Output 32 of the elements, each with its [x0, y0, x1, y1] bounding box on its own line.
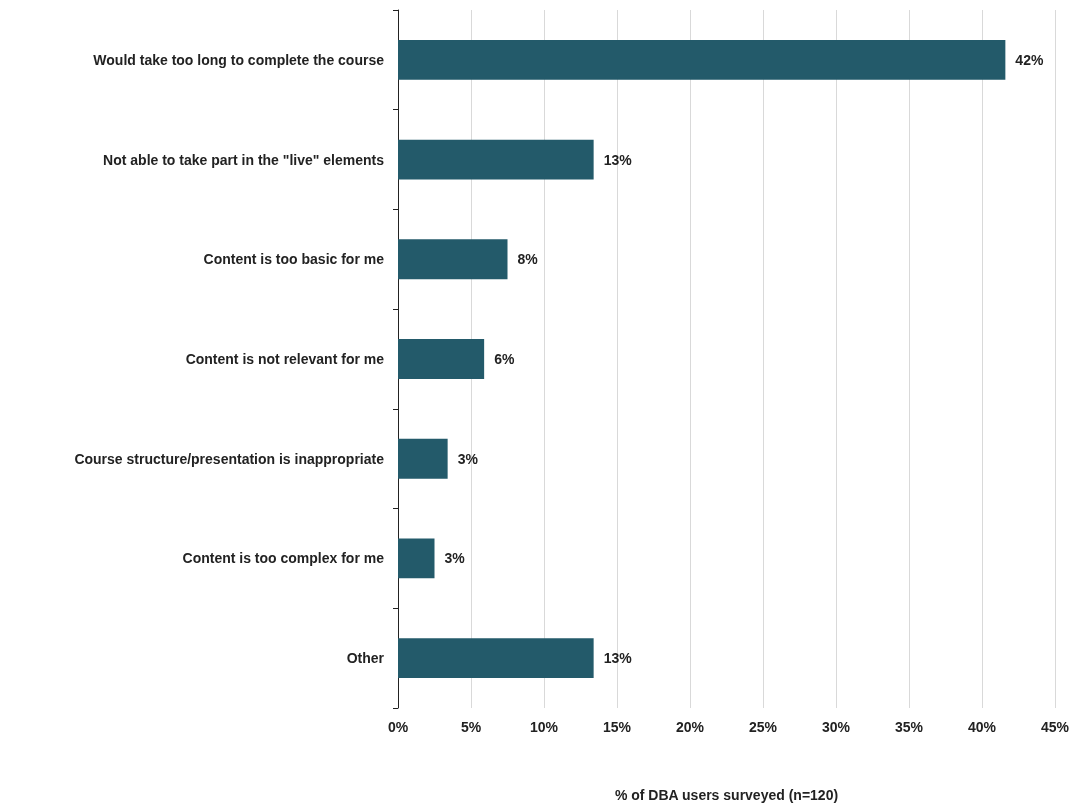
x-tick-label: 5% [460, 719, 482, 735]
y-tick-label: Content is too complex for me [182, 550, 385, 567]
x-tick-label: 0% [387, 719, 409, 735]
x-tick-label: 10% [529, 719, 559, 735]
bar [398, 438, 448, 479]
y-tick-label: Course structure/presentation is inappropriate [74, 450, 385, 467]
data-label: 13% [603, 650, 633, 667]
y-tick-label: Not able to take part in the "live" elements [103, 151, 385, 168]
x-tick-label: 20% [675, 719, 705, 735]
x-tick-label: 30% [821, 719, 851, 735]
bar [398, 638, 594, 679]
data-label: 3% [457, 450, 479, 467]
x-tick-label: 45% [1040, 719, 1070, 735]
data-label: 3% [444, 550, 466, 567]
data-label: 42% [1015, 51, 1044, 68]
x-tick-label: 35% [894, 719, 924, 735]
x-axis-title: % of DBA users surveyed (n=120) [614, 787, 839, 803]
y-tick-label: Would take too long to complete the course [93, 51, 385, 68]
x-tick-label: 40% [967, 719, 997, 735]
data-label: 13% [603, 151, 633, 168]
data-label: 6% [494, 351, 515, 367]
y-tick-label: Content is too basic for me [203, 251, 385, 268]
bar [398, 39, 1006, 80]
bar [398, 538, 435, 579]
bar [398, 139, 594, 180]
x-tick-label: 25% [748, 719, 778, 735]
y-tick-label: Other [346, 650, 385, 667]
bar [398, 339, 485, 379]
data-label: 8% [517, 251, 539, 268]
x-tick-label: 15% [602, 719, 632, 735]
y-tick-label: Content is not relevant for me [185, 351, 385, 367]
bar [398, 239, 508, 280]
